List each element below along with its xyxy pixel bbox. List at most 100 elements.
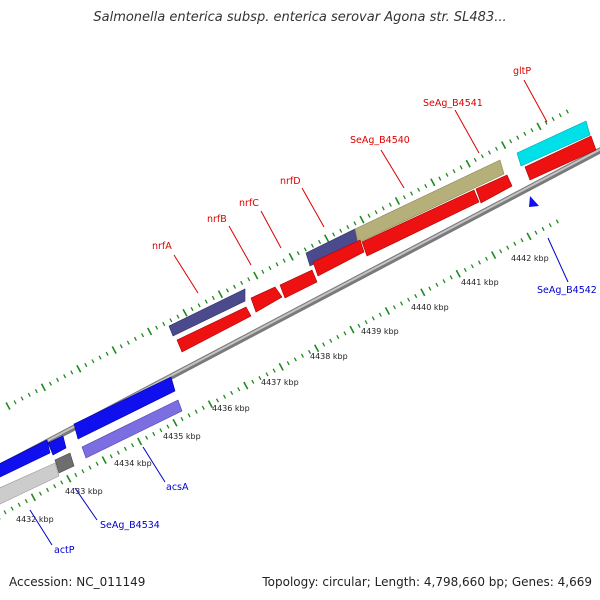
- nrfB-leader: [228, 225, 252, 266]
- tick-mark: [278, 362, 284, 371]
- tick-mark: [495, 146, 499, 151]
- tick-mark: [111, 346, 117, 354]
- acsA-feature[interactable]: [81, 399, 183, 459]
- tick-mark: [541, 226, 545, 232]
- gltP-arrow[interactable]: [524, 135, 597, 181]
- gene-label-gltP[interactable]: gltP: [513, 66, 531, 77]
- gene-label-acsA[interactable]: acsA: [166, 482, 189, 493]
- reverse-label-leaders: [29, 237, 569, 546]
- SeAg_B4534-feature[interactable]: [73, 376, 176, 440]
- SeAg_B4542-marker[interactable]: [529, 196, 539, 207]
- tick-mark: [407, 297, 411, 302]
- nrfA-leader: [173, 254, 199, 294]
- tick-mark: [207, 400, 214, 409]
- tick-mark: [17, 502, 21, 507]
- tick-label-4435: 4435 kbp: [163, 432, 201, 441]
- nrfC-arrow[interactable]: [279, 269, 318, 299]
- tick-mark: [536, 122, 542, 131]
- forward-label-leaders: [173, 79, 548, 294]
- tick-mark: [400, 301, 404, 306]
- tick-mark: [459, 165, 463, 170]
- tick-mark: [10, 506, 14, 511]
- tick-mark: [141, 333, 145, 338]
- SeAg_B4541-arrow[interactable]: [475, 174, 513, 204]
- tick-mark: [371, 316, 375, 321]
- gene-label-nrfC[interactable]: nrfC: [239, 198, 259, 209]
- tick-rows: [0, 109, 569, 520]
- tick-mark: [388, 202, 392, 207]
- tick-label-4439: 4439 kbp: [361, 327, 399, 336]
- tick-mark: [76, 364, 82, 373]
- tick-mark: [123, 446, 127, 452]
- tick-mark: [34, 388, 38, 394]
- gene-label-nrfB[interactable]: nrfB: [207, 214, 227, 225]
- tick-mark: [145, 435, 149, 440]
- tick-mark: [499, 249, 503, 254]
- gene-label-SeAg_B4540[interactable]: SeAg_B4540: [350, 135, 410, 146]
- gene-label-nrfA[interactable]: nrfA: [152, 241, 172, 252]
- nrfB-arrow[interactable]: [250, 286, 283, 313]
- tick-mark: [116, 450, 120, 455]
- tick-mark: [60, 480, 64, 485]
- tick-mark: [410, 191, 414, 196]
- tick-mark: [20, 396, 24, 401]
- tick-mark: [322, 342, 326, 347]
- tick-mark: [46, 487, 50, 493]
- tick-mark: [442, 279, 446, 284]
- gene-label-SeAg_B4542[interactable]: SeAg_B4542: [537, 285, 597, 296]
- tick-mark: [452, 169, 456, 174]
- tick-mark: [253, 271, 259, 280]
- tick-mark: [392, 305, 396, 310]
- gene-label-nrfD[interactable]: nrfD: [280, 176, 301, 187]
- tick-mark: [194, 409, 198, 414]
- tick-mark: [509, 139, 513, 144]
- SeAg_B4540-leader: [380, 149, 405, 189]
- tick-mark: [166, 424, 170, 429]
- reverse-feature-small[interactable]: [47, 435, 67, 456]
- tick-mark: [323, 234, 330, 243]
- tick-mark: [445, 172, 449, 177]
- nrfD-leader: [301, 187, 325, 228]
- gene-label-SeAg_B4541[interactable]: SeAg_B4541: [423, 98, 483, 109]
- tick-mark: [353, 221, 357, 226]
- nrfA-arrow[interactable]: [176, 306, 252, 353]
- SeAg_B4540-feature[interactable]: [354, 159, 505, 244]
- reverse-feature-left[interactable]: [0, 439, 51, 478]
- tick-mark: [152, 431, 156, 437]
- tick-mark: [119, 344, 123, 349]
- tick-mark: [473, 157, 477, 163]
- tick-mark: [243, 381, 249, 390]
- grey-feature-small[interactable]: [54, 452, 75, 474]
- tick-mark: [487, 150, 491, 155]
- tick-mark: [310, 243, 314, 248]
- tick-mark: [146, 327, 153, 336]
- SeAg_B4540-arrow[interactable]: [361, 189, 480, 257]
- tick-mark: [548, 223, 552, 228]
- tick-mark: [268, 265, 272, 271]
- SeAg_B4541-leader: [454, 109, 480, 154]
- tick-mark: [349, 325, 355, 334]
- acsA-leader: [142, 446, 166, 483]
- tick-mark: [233, 284, 237, 289]
- nrfD-arrow[interactable]: [312, 239, 365, 277]
- tick-mark: [420, 288, 426, 297]
- tick-mark: [187, 413, 191, 418]
- gene-label-SeAg_B4534[interactable]: SeAg_B4534: [100, 520, 160, 531]
- map-title: Salmonella enterica subsp. enterica sero…: [93, 10, 506, 25]
- actP-feature[interactable]: [0, 462, 60, 505]
- tick-mark: [136, 437, 143, 446]
- tick-mark: [480, 154, 484, 159]
- tick-mark: [485, 256, 489, 261]
- gltP-feature[interactable]: [516, 120, 591, 167]
- tick-mark: [374, 210, 378, 215]
- tick-mark: [240, 280, 244, 286]
- tick-mark: [477, 260, 481, 265]
- tick-label-4441: 4441 kbp: [461, 278, 499, 287]
- tick-mark: [394, 197, 401, 205]
- tick-mark: [288, 252, 294, 261]
- tick-mark: [435, 282, 439, 287]
- tick-mark: [544, 120, 548, 125]
- nrfA-feature[interactable]: [168, 288, 246, 337]
- gene-label-actP[interactable]: actP: [54, 545, 75, 556]
- tick-label-4432: 4432 kbp: [16, 515, 54, 524]
